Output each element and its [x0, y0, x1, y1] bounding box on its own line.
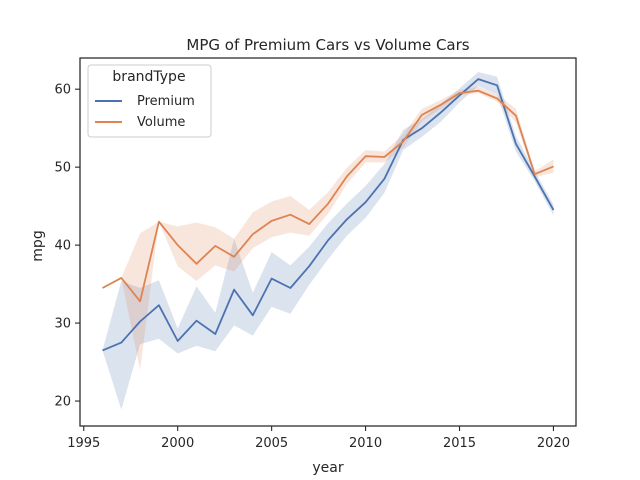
y-axis-label: mpg: [30, 230, 46, 261]
data-point-volume: [496, 97, 498, 99]
data-point-premium: [101, 349, 103, 351]
data-point-volume: [458, 92, 460, 94]
data-point-volume: [477, 90, 479, 92]
legend-box: [87, 64, 212, 138]
data-point-volume: [421, 114, 423, 116]
data-point-volume: [534, 173, 536, 175]
y-tick-label: 20: [54, 395, 71, 410]
data-point-premium: [327, 239, 329, 241]
data-point-premium: [496, 84, 498, 86]
data-point-volume: [289, 214, 291, 216]
x-tick-label: 2010: [349, 436, 382, 451]
data-point-volume: [177, 244, 179, 246]
x-tick-label: 2015: [443, 436, 476, 451]
data-point-premium: [195, 320, 197, 322]
y-tick-label: 60: [54, 83, 71, 98]
data-point-volume: [139, 300, 141, 302]
data-point-premium: [120, 341, 122, 343]
legend-label-volume: Volume: [137, 115, 185, 130]
data-point-premium: [346, 218, 348, 220]
data-point-premium: [308, 265, 310, 267]
data-point-volume: [214, 245, 216, 247]
data-point-premium: [158, 304, 160, 306]
data-point-premium: [440, 111, 442, 113]
legend-label-premium: Premium: [137, 94, 195, 109]
y-axis-ticks: 20 30 40 50 60: [54, 83, 80, 410]
x-tick-label: 2020: [537, 436, 570, 451]
y-tick-label: 30: [54, 317, 71, 332]
data-point-premium: [515, 143, 517, 145]
series-line-premium: [102, 78, 555, 352]
x-tick-label: 1995: [67, 436, 100, 451]
data-point-volume: [233, 256, 235, 258]
data-point-premium: [177, 340, 179, 342]
series-lines: [101, 78, 555, 352]
data-point-premium: [252, 314, 254, 316]
axes-frame: [79, 57, 577, 427]
confidence-band-volume: [102, 86, 554, 370]
data-point-volume: [120, 277, 122, 279]
data-point-volume: [270, 220, 272, 222]
data-point-volume: [440, 104, 442, 106]
data-point-premium: [289, 287, 291, 289]
data-point-premium: [383, 178, 385, 180]
data-point-volume: [552, 165, 554, 167]
data-point-premium: [534, 175, 536, 177]
data-point-volume: [364, 155, 366, 157]
data-point-volume: [158, 221, 160, 223]
data-point-volume: [195, 263, 197, 265]
data-point-premium: [364, 201, 366, 203]
chart-title: MPG of Premium Cars vs Volume Cars: [186, 36, 469, 54]
data-point-premium: [552, 209, 554, 211]
y-tick-label: 50: [54, 161, 71, 176]
data-point-volume: [308, 223, 310, 225]
data-point-premium: [214, 333, 216, 335]
data-point-premium: [233, 288, 235, 290]
data-point-premium: [421, 127, 423, 129]
data-point-premium: [270, 277, 272, 279]
legend-title: brandType: [112, 69, 185, 85]
y-tick-label: 40: [54, 239, 71, 254]
x-tick-label: 2005: [255, 436, 288, 451]
x-axis-ticks: 1995 2000 2005 2010 2015 2020: [67, 426, 570, 451]
x-axis-label: year: [312, 460, 343, 476]
data-point-volume: [101, 287, 103, 289]
data-point-volume: [327, 203, 329, 205]
data-point-volume: [515, 115, 517, 117]
data-point-volume: [346, 175, 348, 177]
data-point-volume: [252, 233, 254, 235]
series-line-volume: [102, 89, 554, 303]
data-point-volume: [383, 156, 385, 158]
data-point-premium: [477, 78, 479, 80]
data-point-volume: [402, 140, 404, 142]
legend: brandType Premium Volume: [87, 64, 212, 138]
data-point-premium: [139, 320, 141, 322]
x-tick-label: 2000: [161, 436, 194, 451]
